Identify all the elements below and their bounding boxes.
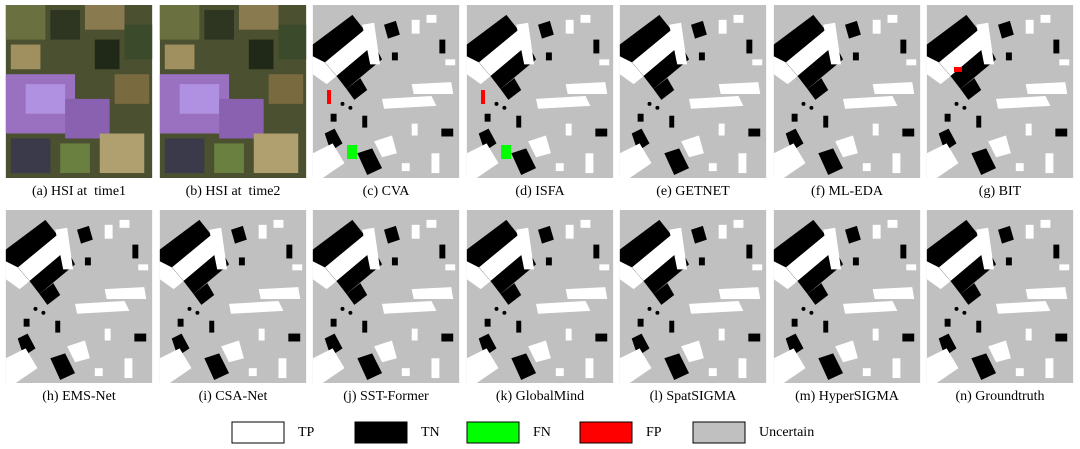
legend-swatch [231,421,285,444]
change-map [159,210,307,383]
caption: (l) SpatSIGMA [650,389,738,404]
legend: TP TN FN FP Uncertain [231,421,814,444]
caption: (e) GETNET [656,184,730,199]
change-map [466,210,614,383]
change-map [619,5,767,178]
legend-swatch [354,421,408,444]
legend-swatch [466,421,520,444]
change-map [5,210,153,383]
legend-swatch [579,421,633,444]
legend-swatch [692,421,746,444]
caption: (k) GlobalMind [496,389,584,404]
change-map [773,5,921,178]
legend-label: FP [646,425,662,440]
legend-label: TP [298,425,315,440]
caption: (c) CVA [363,184,411,199]
fp-region [481,90,485,104]
change-map [926,5,1074,178]
caption: (a) HSI at time1 [32,184,126,199]
change-map [312,5,460,178]
caption: (b) HSI at time2 [186,184,281,199]
caption: (d) ISFA [515,184,565,199]
caption: (i) CSA-Net [199,389,268,404]
fn-region [501,145,511,159]
caption: (m) HyperSIGMA [795,389,900,404]
panel-grid: (a) HSI at time1 (b) HSI at time2 (c) CVA (… [5,5,1074,404]
caption: (f) ML-EDA [811,184,884,199]
change-map [773,210,921,383]
caption: (h) EMS-Net [42,389,116,404]
fn-region [347,145,357,159]
caption: (j) SST-Former [343,389,429,404]
legend-label: TN [421,425,440,440]
change-map [619,210,767,383]
change-map [466,5,614,178]
change-map [926,210,1074,383]
hsi-image [5,5,153,178]
hsi-image [159,5,307,178]
fp-region [327,90,331,104]
legend-label: FN [533,425,551,440]
legend-label: Uncertain [759,425,814,440]
caption: (g) BIT [979,184,1022,199]
caption: (n) Groundtruth [955,389,1044,404]
fp-region [954,67,962,72]
change-map [312,210,460,383]
